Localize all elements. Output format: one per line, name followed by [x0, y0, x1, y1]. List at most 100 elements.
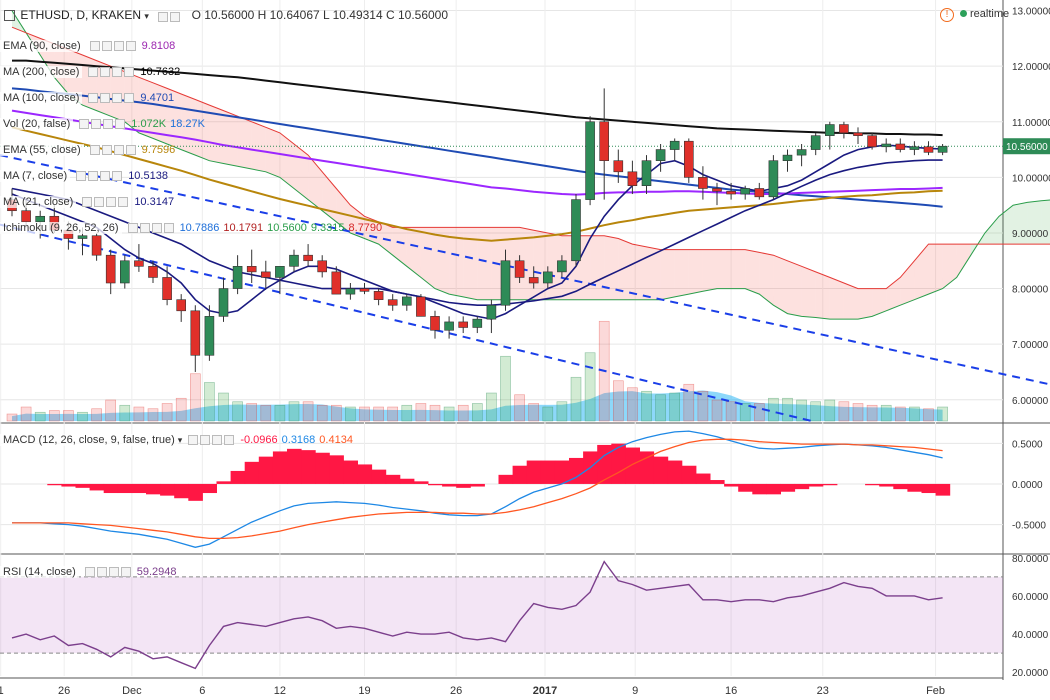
macd-histogram-bar [371, 469, 387, 484]
price-tick-label: 8.00000 [1012, 285, 1049, 296]
price-tick-label: 11.00000 [1012, 118, 1050, 129]
macd-histogram-bar [470, 483, 485, 487]
legend-ichimoku[interactable]: Ichimoku (9, 26, 52, 26) 10.7886 10.1791 10… [0, 221, 382, 235]
legend-controls[interactable] [89, 143, 138, 157]
macd-histogram-bar [569, 457, 584, 484]
rsi-tick-label: 40.0000 [1012, 630, 1049, 641]
legend-controls[interactable] [89, 39, 138, 53]
candle-body [458, 321, 469, 328]
candle-body [669, 140, 680, 150]
kumo-segment [1027, 200, 1042, 245]
price-tick-label: 7.00000 [1012, 340, 1049, 351]
kumo-segment [322, 171, 337, 222]
volume-bar [500, 355, 511, 422]
chevron-down-icon[interactable]: ▾ [144, 11, 149, 21]
legend-controls[interactable] [84, 565, 133, 579]
price-pane[interactable] [0, 10, 1050, 423]
macd-histogram-bar [935, 483, 951, 496]
volume-bar [739, 403, 751, 422]
legend-controls[interactable] [88, 91, 136, 105]
last-price-tag-label: 10.56000 [1006, 142, 1048, 153]
candle-body [430, 316, 440, 331]
kumo-segment [759, 252, 774, 306]
symbol-label[interactable]: ETHUSD, D, KRAKEN [20, 8, 142, 22]
legend-controls[interactable] [76, 169, 124, 183]
rsi-tick-label: 80.0000 [1012, 554, 1049, 565]
legend-controls[interactable] [127, 221, 176, 235]
candle-body [486, 304, 497, 320]
legend-ma21[interactable]: MA (21, close) 10.3147 [0, 195, 174, 209]
legend-ema55[interactable]: EMA (55, close) 9.7596 [0, 143, 175, 157]
candle-body [698, 177, 708, 189]
volume-bar [725, 401, 737, 422]
volume-bar [697, 390, 709, 422]
rsi-pane[interactable] [0, 560, 1003, 670]
volume-bar [105, 399, 116, 422]
kumo-segment [449, 227, 464, 297]
volume-bar [387, 406, 399, 422]
header-controls[interactable] [158, 9, 182, 23]
candle-body [345, 288, 356, 295]
candle-body [275, 266, 285, 278]
legend-name: MA (21, close) [0, 196, 77, 208]
macd-histogram-bar [385, 474, 401, 484]
legend-vol[interactable]: Vol (20, false) 1.072K 18.27K [0, 117, 205, 131]
price-tick-label: 6.00000 [1012, 396, 1049, 407]
warning-icon[interactable]: ! [940, 8, 954, 22]
candle-body [528, 277, 539, 284]
candle-body [134, 260, 144, 267]
date-tick-label: 9 [632, 685, 638, 697]
candle-body [768, 160, 779, 198]
legend-macd[interactable]: MACD (12, 26, close, 9, false, true) ▾ -0.… [0, 433, 353, 447]
legend-ma100[interactable]: MA (100, close) 9.4701 [0, 91, 174, 105]
legend-controls[interactable] [88, 65, 136, 79]
kumo-segment [942, 244, 957, 289]
candle-body [331, 271, 342, 295]
collapse-icon[interactable] [4, 10, 15, 22]
legend-rsi[interactable]: RSI (14, close) 59.2948 [0, 565, 177, 579]
candle-body [683, 140, 694, 178]
macd-histogram-bar [117, 483, 133, 494]
volume-bar [91, 408, 102, 422]
candle-body [373, 291, 384, 300]
volume-bar [570, 376, 582, 422]
macd-histogram-bar [75, 483, 91, 488]
candle-body [613, 160, 624, 173]
volume-bar [457, 404, 469, 422]
macd-histogram-bar [540, 460, 556, 484]
legend-ma200[interactable]: MA (200, close) 10.7632 [0, 65, 180, 79]
kumo-segment [787, 260, 802, 317]
kumo-segment [294, 144, 309, 200]
kumo-segment [858, 288, 873, 320]
date-tick-label: 2017 [533, 685, 557, 697]
legend-ema90[interactable]: EMA (90, close) 9.8108 [0, 39, 175, 53]
macd-pane[interactable] [12, 430, 951, 548]
legend-controls[interactable] [82, 195, 130, 209]
candle-body [712, 188, 722, 192]
legend-value: 9.7596 [141, 144, 176, 156]
volume-bar [655, 394, 666, 422]
kumo-segment [618, 238, 633, 300]
legend-controls[interactable] [188, 433, 236, 447]
legend-name: Ichimoku (9, 26, 52, 26) [0, 222, 122, 234]
volume-bar [260, 404, 272, 422]
volume-bar [302, 401, 314, 422]
volume-bar [753, 403, 765, 422]
macd-histogram-bar [695, 473, 711, 484]
legend-name: MA (7, close) [0, 170, 71, 182]
macd-histogram-bar [667, 460, 683, 484]
candle-body [895, 143, 906, 150]
legend-ma7[interactable]: MA (7, close) 10.5138 [0, 169, 168, 183]
legend-value-5: 8.7790 [348, 222, 383, 234]
candle-body [839, 124, 849, 134]
volume-bar [641, 390, 652, 422]
last-price-tag [1003, 138, 1050, 155]
macd-histogram-bar [315, 452, 330, 484]
kumo-segment [688, 249, 703, 295]
legend-controls[interactable] [79, 117, 127, 131]
chevron-down-icon[interactable]: ▾ [177, 435, 183, 445]
volume-bar [796, 399, 807, 422]
volume-bar [627, 387, 638, 422]
kumo-segment [153, 82, 168, 144]
